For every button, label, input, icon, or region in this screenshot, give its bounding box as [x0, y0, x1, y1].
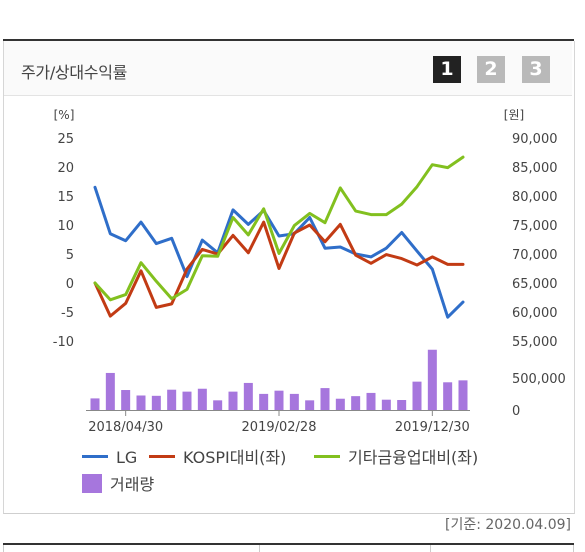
volume-bar	[274, 390, 284, 410]
right-axis-unit: [원]	[504, 108, 524, 122]
page-3-button[interactable]: 3	[522, 56, 550, 83]
left-tick-label: 25	[57, 132, 74, 147]
left-tick-label: 5	[66, 248, 74, 263]
volume-bar	[136, 395, 146, 410]
page-2-button[interactable]: 2	[477, 56, 505, 83]
legend-label-kospi: KOSPI대비(좌)	[183, 448, 287, 467]
legend-label-volume: 거래량	[110, 475, 155, 494]
right-tick-label: 55,000	[512, 335, 558, 350]
volume-bar	[167, 389, 177, 410]
volume-bar	[412, 381, 422, 410]
volume-tick-label: 500,000	[512, 372, 566, 387]
left-axis-unit: [%]	[54, 108, 75, 122]
volume-bar	[90, 398, 100, 410]
legend-swatch-lg	[82, 455, 108, 458]
volume-bar	[443, 382, 453, 410]
legend-item-volume[interactable]: 거래량	[82, 474, 155, 495]
top-rule	[3, 39, 574, 41]
legend-swatch-volume	[82, 474, 102, 493]
panel-title: 주가/상대수익률	[21, 63, 128, 82]
x-tick-label: 2019/02/28	[242, 420, 317, 435]
legend-swatch-sector	[314, 455, 340, 458]
price-relative-return-chart: [%] [원] 25 20 15 10 5 0 -5 -10 90,000 85,000 80,0…	[53, 108, 566, 435]
volume-bar	[151, 395, 161, 410]
volume-bar	[121, 390, 131, 410]
left-tick-label: 0	[66, 277, 74, 292]
volume-bar	[289, 393, 299, 410]
page-1-button[interactable]: 1	[433, 56, 461, 83]
volume-bar	[182, 391, 192, 410]
left-tick-label: -10	[53, 335, 74, 350]
right-tick-label: 70,000	[512, 248, 558, 263]
series-line	[93, 155, 465, 302]
volume-bar	[105, 372, 115, 410]
volume-bar	[381, 399, 391, 410]
right-tick-label: 90,000	[512, 132, 558, 147]
right-tick-label: 75,000	[512, 219, 558, 234]
volume-bar	[243, 382, 253, 410]
volume-bar	[427, 349, 437, 410]
volume-bar	[335, 398, 345, 410]
legend-label-sector: 기타금융업대비(좌)	[348, 448, 479, 467]
left-tick-label: 10	[57, 219, 74, 234]
right-tick-label: 65,000	[512, 277, 558, 292]
volume-bar	[351, 396, 361, 410]
volume-bar	[228, 391, 238, 410]
volume-bar	[320, 388, 330, 410]
bottom-rule	[3, 543, 574, 545]
legend-swatch-kospi	[149, 455, 175, 458]
volume-bar	[213, 400, 223, 410]
volume-bar	[458, 380, 468, 410]
volume-bar	[366, 392, 376, 410]
volume-bar	[197, 388, 207, 410]
legend-item-kospi[interactable]: KOSPI대비(좌)	[149, 448, 286, 468]
bottom-table-edge	[3, 545, 574, 552]
series-line	[93, 185, 465, 319]
legend-item-lg[interactable]: LG	[82, 448, 137, 468]
series-line	[93, 220, 465, 318]
x-tick-label: 2019/12/30	[395, 420, 470, 435]
right-tick-label: 80,000	[512, 190, 558, 205]
panel-header: 주가/상대수익률 1 2 3	[4, 41, 572, 96]
x-tick-label: 2018/04/30	[88, 420, 163, 435]
left-tick-label: 15	[57, 190, 74, 205]
base-date-note: [기준: 2020.04.09]	[444, 517, 571, 533]
legend-label-lg: LG	[116, 448, 138, 467]
volume-tick-label: 0	[512, 404, 520, 419]
left-tick-label: -5	[61, 306, 74, 321]
chart-panel	[3, 41, 575, 514]
volume-bar	[397, 400, 407, 410]
right-tick-label: 60,000	[512, 306, 558, 321]
legend-item-sector[interactable]: 기타금융업대비(좌)	[314, 448, 478, 468]
volume-bar	[259, 393, 269, 410]
right-tick-label: 85,000	[512, 161, 558, 176]
volume-bar	[305, 400, 315, 410]
left-tick-label: 20	[57, 161, 74, 176]
